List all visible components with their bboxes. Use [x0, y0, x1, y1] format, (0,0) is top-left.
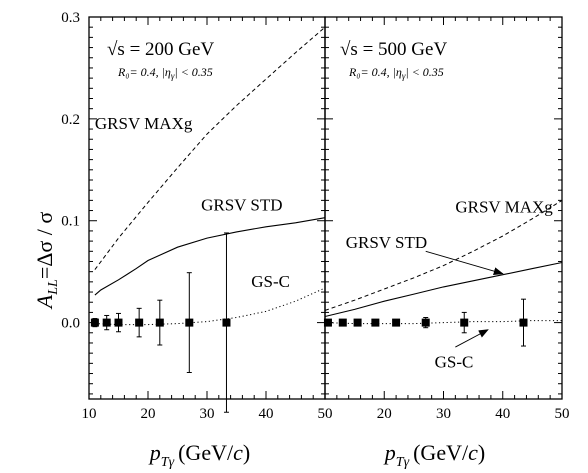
y-axis-title-sub: LL [46, 279, 61, 296]
data-point [371, 318, 380, 327]
x-axis-title-sub: Tγ [396, 455, 410, 470]
data-point [460, 318, 469, 327]
curve-grsv-std [94, 217, 326, 296]
cuts-label: R₀= 0.4, |ηγ| < 0.35 [348, 65, 444, 81]
x-tick-label: 20 [377, 406, 392, 422]
cuts-label-main: R₀= 0.4, |η [117, 65, 171, 79]
x-axis-title-rest: (GeV/ [413, 440, 469, 465]
x-tick-label: 50 [555, 406, 570, 422]
x-axis-title-right: pTγ (GeV/c) [383, 440, 485, 470]
x-tick-label: 50 [318, 406, 333, 422]
x-tick-label: 30 [436, 406, 451, 422]
data-point [519, 318, 528, 327]
y-axis-title: ALL=Δσ / σ [32, 212, 61, 311]
data-point [114, 318, 123, 327]
data-point [353, 318, 362, 327]
curve-gs-c [94, 287, 326, 326]
x-axis-title-c: c [233, 440, 243, 465]
cuts-label-main: R₀= 0.4, |η [348, 65, 402, 79]
annotation-label: GRSV MAXg [455, 198, 553, 217]
curve-grsv-maxg [94, 26, 326, 270]
cuts-label: R₀= 0.4, |ηγ| < 0.35 [117, 65, 213, 81]
x-axis-title-c: c [468, 440, 478, 465]
panel-right-500gev: √s = 500 GeV R₀= 0.4, |ηγ| < 0.35 20 30 40… [323, 16, 570, 422]
x-tick-label: 30 [200, 406, 215, 422]
panel-left-200gev: √s = 200 GeV R₀= 0.4, |ηγ| < 0.35 10 20 30… [61, 10, 332, 422]
cuts-label-tail: | < 0.35 [174, 65, 212, 79]
energy-label: √s = 200 GeV [107, 39, 214, 60]
annotation-arrow [455, 329, 489, 348]
data-point [392, 318, 401, 327]
data-point [323, 318, 332, 327]
x-axis-title-sub: Tγ [161, 455, 175, 470]
data-point [338, 318, 347, 327]
cuts-label-sub: γ [171, 71, 175, 81]
data-point [135, 318, 144, 327]
data-point [185, 318, 194, 327]
annotation-label: GS-C [435, 352, 474, 371]
annotation-label: GRSV STD [201, 196, 282, 215]
x-tick-label: 40 [259, 406, 274, 422]
data-point [222, 318, 231, 327]
data-point [155, 318, 164, 327]
y-tick-label: 0.3 [61, 10, 80, 26]
annotation-label: GRSV STD [346, 233, 427, 252]
energy-label: √s = 500 GeV [340, 39, 447, 60]
curve-grsv-std [324, 261, 563, 318]
data-point [90, 318, 99, 327]
cuts-label-tail: | < 0.35 [405, 65, 443, 79]
annotation-arrow [425, 250, 504, 276]
x-tick-label: 40 [495, 406, 510, 422]
x-axis-title-rest: (GeV/ [178, 440, 234, 465]
y-tick-label: 0.0 [61, 316, 80, 332]
data-point [421, 318, 430, 327]
y-axis-title-main: A [32, 294, 57, 310]
x-tick-label: 20 [141, 406, 156, 422]
curve-grsv-maxg [324, 199, 563, 311]
x-axis-title-main: p [148, 440, 161, 465]
x-axis-title-close: ) [243, 440, 250, 465]
cuts-label-sub: γ [402, 71, 406, 81]
y-tick-label: 0.2 [61, 112, 80, 128]
annotation-label: GS-C [251, 272, 290, 291]
y-tick-label: 0.1 [61, 214, 80, 230]
x-axis-title-main: p [383, 440, 396, 465]
x-axis-title-left: pTγ (GeV/c) [148, 440, 250, 470]
x-tick-label: 10 [82, 406, 97, 422]
annotation-label: GRSV MAXg [95, 114, 193, 133]
y-axis-title-rest: =Δσ / σ [32, 212, 57, 280]
curve-gs-c [324, 320, 562, 325]
x-axis-title-close: ) [478, 440, 485, 465]
data-point [102, 318, 111, 327]
